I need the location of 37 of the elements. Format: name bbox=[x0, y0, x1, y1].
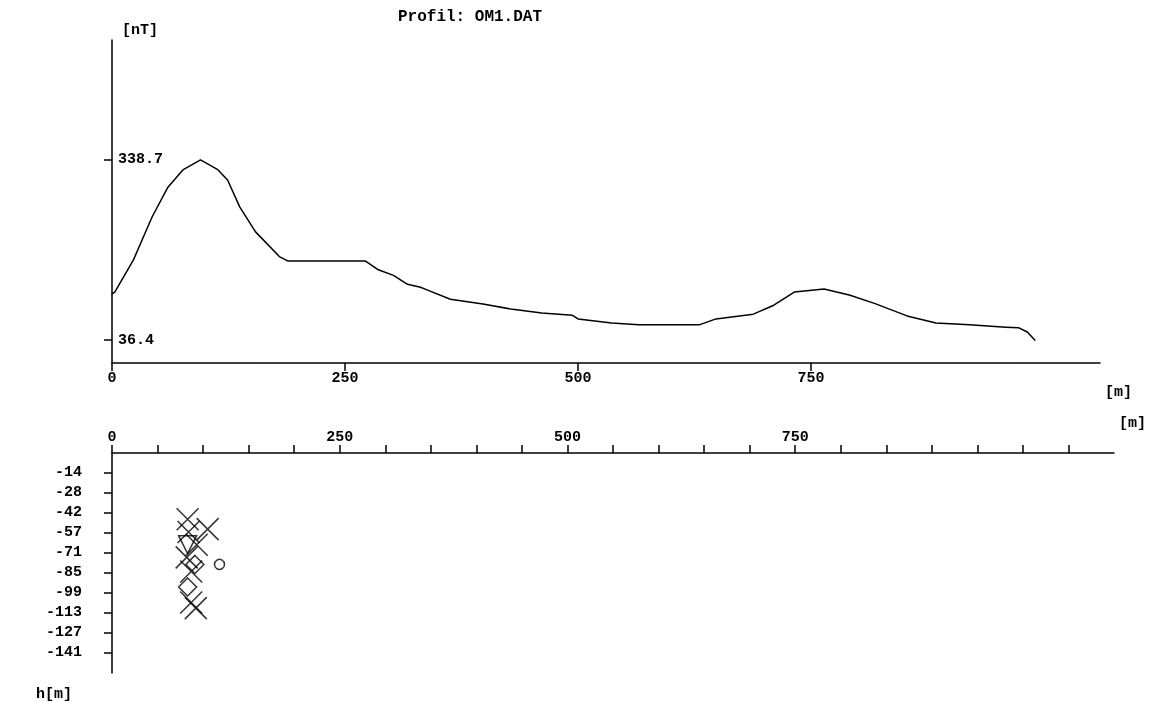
point bbox=[175, 507, 200, 532]
y-tick-label: 36.4 bbox=[118, 331, 155, 349]
y-tick-label: -99 bbox=[54, 584, 82, 602]
x-axis-title: [m] bbox=[1105, 384, 1133, 401]
x-tick-label: 0 bbox=[107, 370, 117, 387]
y-tick-label: -141 bbox=[45, 644, 82, 662]
point bbox=[174, 545, 199, 570]
y-tick-label: -14 bbox=[54, 464, 82, 482]
point bbox=[179, 559, 203, 584]
point bbox=[184, 596, 208, 620]
y-tick-label: -85 bbox=[54, 564, 82, 582]
point bbox=[177, 577, 198, 597]
y-tick-label: -71 bbox=[54, 544, 82, 562]
y-axis-title: h[m] bbox=[35, 686, 72, 702]
x-tick-label: 250 bbox=[331, 370, 359, 387]
x-tick-label: 500 bbox=[564, 370, 592, 387]
y-tick-label: -113 bbox=[45, 604, 82, 622]
x-tick-label: 500 bbox=[553, 429, 581, 446]
point bbox=[195, 517, 220, 541]
x-tick-label: 750 bbox=[781, 429, 809, 446]
x-tick-label: 250 bbox=[326, 429, 354, 446]
y-tick-label: -127 bbox=[45, 624, 82, 642]
y-tick-label: -57 bbox=[54, 524, 82, 542]
y-axis-title: [nT] bbox=[122, 22, 159, 39]
y-tick-label: 338.7 bbox=[118, 151, 164, 169]
x-axis-title: [m] bbox=[1119, 415, 1147, 432]
point bbox=[176, 520, 201, 544]
point bbox=[185, 554, 205, 575]
x-tick-label: 750 bbox=[797, 370, 825, 387]
x-tick-label: 0 bbox=[107, 429, 117, 446]
point bbox=[179, 590, 203, 615]
point bbox=[213, 558, 226, 571]
y-tick-label: -28 bbox=[54, 484, 82, 502]
point bbox=[177, 534, 198, 555]
y-tick-label: -42 bbox=[54, 504, 82, 522]
point bbox=[184, 532, 209, 557]
chart-title: Profil: OM1.DAT bbox=[397, 8, 543, 26]
